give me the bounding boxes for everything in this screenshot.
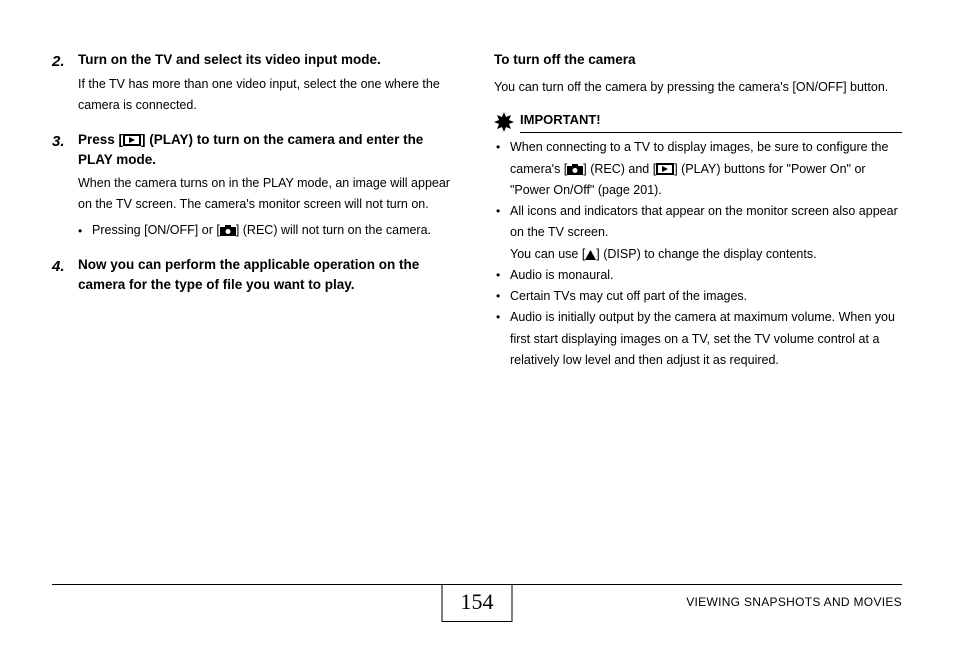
subheading: To turn off the camera — [494, 50, 902, 71]
step-number: 3. — [52, 130, 78, 241]
bullet-text: When connecting to a TV to display image… — [510, 137, 902, 201]
footer-rule: 154 VIEWING SNAPSHOTS AND MOVIES — [52, 584, 902, 624]
up-triangle-icon — [585, 250, 596, 260]
right-column: To turn off the camera You can turn off … — [494, 50, 902, 570]
step-4: 4. Now you can perform the applicable op… — [52, 255, 460, 298]
important-bullets: When connecting to a TV to display image… — [494, 137, 902, 371]
content-columns: 2. Turn on the TV and select its video i… — [52, 50, 902, 570]
step-title: Press [] (PLAY) to turn on the camera an… — [78, 130, 460, 169]
bullet-item: Audio is monaural. — [494, 265, 902, 286]
step-number: 2. — [52, 50, 78, 116]
bullet-dot — [494, 137, 510, 201]
footer: 154 VIEWING SNAPSHOTS AND MOVIES — [52, 584, 902, 624]
bullet-dot — [494, 286, 510, 307]
sub-text: You can use [ ] (DISP) to change the disp… — [510, 247, 817, 261]
camera-icon — [220, 225, 236, 236]
step-title: Now you can perform the applicable opera… — [78, 255, 460, 294]
bullet-item: When connecting to a TV to display image… — [494, 137, 902, 201]
bullet-dot — [494, 201, 510, 265]
bullet-text: Certain TVs may cut off part of the imag… — [510, 286, 902, 307]
bullet-text: Audio is initially output by the camera … — [510, 307, 902, 371]
play-icon — [656, 163, 674, 175]
step-desc: If the TV has more than one video input,… — [78, 74, 460, 117]
step-number: 4. — [52, 255, 78, 298]
page: 2. Turn on the TV and select its video i… — [0, 0, 954, 646]
text: You can use [ — [510, 247, 585, 261]
bullet-text: Pressing [ON/OFF] or [ ] (REC) will not t… — [92, 220, 460, 241]
step-body: Now you can perform the applicable opera… — [78, 255, 460, 298]
step-body: Press [] (PLAY) to turn on the camera an… — [78, 130, 460, 241]
text: All icons and indicators that appear on … — [510, 204, 898, 239]
text: ] (REC) and [ — [583, 162, 656, 176]
bullet-text: All icons and indicators that appear on … — [510, 201, 902, 265]
bullet-item: Audio is initially output by the camera … — [494, 307, 902, 371]
play-icon — [123, 134, 141, 146]
left-column: 2. Turn on the TV and select its video i… — [52, 50, 460, 570]
starburst-icon — [494, 112, 514, 132]
text: Pressing [ON/OFF] or [ — [92, 223, 220, 237]
bullet-item: All icons and indicators that appear on … — [494, 201, 902, 265]
text: ] (DISP) to change the display contents. — [596, 247, 816, 261]
step-3: 3. Press [] (PLAY) to turn on the camera… — [52, 130, 460, 241]
important-label: IMPORTANT! — [520, 110, 902, 133]
bullet-dot — [494, 307, 510, 371]
text: Press [ — [78, 132, 123, 147]
page-number: 154 — [442, 584, 513, 622]
bullet-dot — [494, 265, 510, 286]
important-heading-row: IMPORTANT! — [494, 110, 902, 133]
step-2: 2. Turn on the TV and select its video i… — [52, 50, 460, 116]
step-desc: When the camera turns on in the PLAY mod… — [78, 173, 460, 216]
paragraph: You can turn off the camera by pressing … — [494, 77, 902, 98]
bullet-text: Audio is monaural. — [510, 265, 902, 286]
bullet-item: Certain TVs may cut off part of the imag… — [494, 286, 902, 307]
camera-icon — [567, 164, 583, 175]
step-body: Turn on the TV and select its video inpu… — [78, 50, 460, 116]
step-title: Turn on the TV and select its video inpu… — [78, 50, 460, 70]
text: ] (REC) will not turn on the camera. — [236, 223, 431, 237]
section-title: VIEWING SNAPSHOTS AND MOVIES — [686, 595, 902, 609]
bullet-dot — [78, 220, 92, 241]
sub-bullet: Pressing [ON/OFF] or [ ] (REC) will not t… — [78, 220, 460, 241]
